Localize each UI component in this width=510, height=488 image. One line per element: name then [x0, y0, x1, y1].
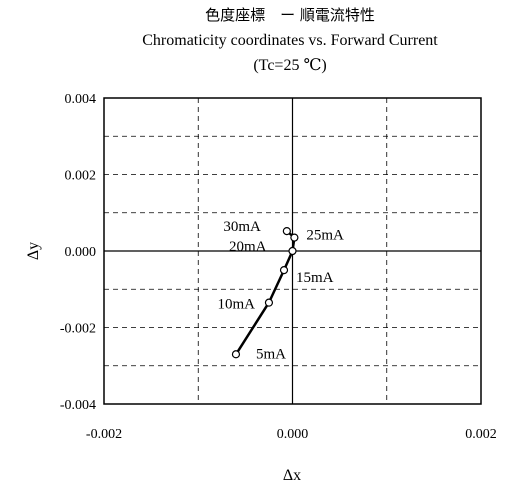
x-tick-label: 0.000: [277, 427, 309, 442]
y-axis-label: Δy: [25, 242, 42, 260]
x-axis-label: Δx: [283, 467, 301, 484]
chart-title: Chromaticity coordinates vs. Forward Cur…: [142, 32, 438, 49]
y-tick-label: 0.004: [65, 92, 97, 107]
data-label: 25mA: [306, 228, 344, 244]
data-label: 15mA: [296, 270, 334, 286]
y-tick-label: -0.002: [60, 322, 96, 337]
data-label: 30mA: [223, 219, 261, 235]
data-point: [264, 298, 274, 307]
series-layer: 5mA 10mA 15mA 20mA 25mA 30mA: [217, 219, 344, 362]
data-label: 10mA: [217, 297, 255, 313]
data-point: [279, 266, 289, 275]
data-point: [231, 350, 241, 359]
x-tick-label: -0.002: [86, 427, 122, 442]
x-tick-label: 0.002: [465, 427, 497, 442]
chart-title-cn: 色度座標 ー 順電流特性: [205, 6, 375, 24]
chart-subtitle: (Tc=25 ℃): [253, 57, 326, 74]
data-label: 20mA: [229, 239, 267, 255]
data-point: [288, 246, 297, 256]
y-tick-label: -0.004: [60, 398, 96, 413]
y-tick-label: 0.002: [65, 169, 97, 184]
data-point: [290, 233, 299, 242]
data-label: 5mA: [256, 346, 286, 362]
y-tick-label: 0.000: [65, 245, 97, 260]
data-point: [282, 227, 291, 236]
tick-labels: 0.004 0.002 0.000 -0.002 -0.004 -0.002 0.000 0.…: [60, 92, 497, 442]
